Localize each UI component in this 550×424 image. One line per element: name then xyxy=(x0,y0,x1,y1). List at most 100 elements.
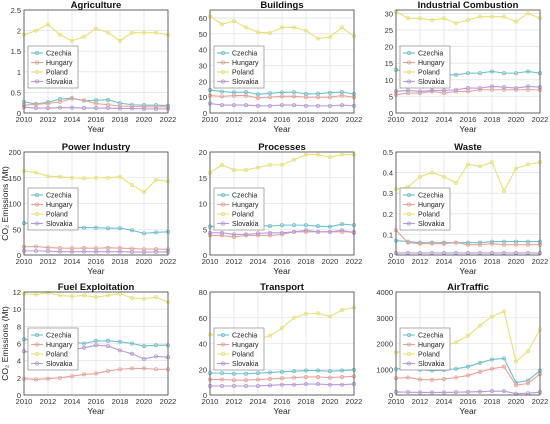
data-point-poland xyxy=(34,28,39,33)
y-tick-label: 0 xyxy=(203,109,207,118)
data-point-slovakia xyxy=(489,84,494,89)
x-tick-label: 2018 xyxy=(298,397,315,406)
subplot-title: Processes xyxy=(258,142,306,153)
data-point-hungary xyxy=(267,95,272,100)
legend: Czechia Hungary Poland Slovakia xyxy=(399,327,451,371)
legend: Czechia Hungary Poland Slovakia xyxy=(27,45,79,89)
data-point-hungary xyxy=(267,376,272,381)
data-point-poland xyxy=(58,32,63,37)
data-point-poland xyxy=(526,11,531,16)
data-point-czechia xyxy=(118,226,123,231)
x-tick-label: 2022 xyxy=(346,115,363,124)
data-point-hungary xyxy=(489,366,494,371)
y-tick-label: 50 xyxy=(13,225,21,234)
x-tick-label: 2014 xyxy=(436,397,453,406)
x-tick-label: 2014 xyxy=(250,257,267,266)
subplot-processes: 0 5 10 15 20 2010 2012 2014 2016 2018 2020 2022 Proc… xyxy=(199,142,363,276)
y-tick-label: 2000 xyxy=(376,340,393,349)
data-point-poland xyxy=(243,25,248,30)
data-point-slovakia xyxy=(501,389,506,394)
data-point-hungary xyxy=(94,101,99,106)
data-point-czechia xyxy=(327,90,332,95)
legend-label-slovakia: Slovakia xyxy=(232,361,259,368)
x-tick-label: 2022 xyxy=(532,115,549,124)
x-axis-label: Year xyxy=(459,266,476,276)
data-point-slovakia xyxy=(339,228,344,233)
data-point-poland xyxy=(255,165,260,170)
data-point-slovakia xyxy=(514,250,519,255)
data-point-poland xyxy=(489,314,494,319)
legend-label-slovakia: Slovakia xyxy=(46,221,73,228)
data-point-czechia xyxy=(255,92,260,97)
x-tick-label: 2022 xyxy=(346,257,363,266)
x-tick-label: 2016 xyxy=(88,115,105,124)
data-point-slovakia xyxy=(46,106,51,111)
series-line-slovakia xyxy=(209,102,355,107)
subplot-title: Fuel Exploitation xyxy=(58,282,135,293)
data-point-poland xyxy=(279,25,284,30)
data-point-slovakia xyxy=(153,249,158,254)
data-point-poland xyxy=(291,25,296,30)
data-point-poland xyxy=(291,315,296,320)
legend-marker-poland xyxy=(220,351,225,356)
x-tick-label: 2020 xyxy=(508,257,525,266)
series-line-hungary xyxy=(23,245,169,250)
data-point-poland xyxy=(327,34,332,39)
x-tick-label: 2014 xyxy=(250,115,267,124)
legend-label-hungary: Hungary xyxy=(418,202,445,209)
data-point-poland xyxy=(94,175,99,180)
data-point-poland xyxy=(129,296,134,301)
series-line-slovakia xyxy=(210,229,355,235)
legend-marker-poland xyxy=(35,351,40,356)
legend-label-poland: Poland xyxy=(46,212,68,219)
x-tick-label: 2016 xyxy=(274,115,291,124)
data-point-czechia xyxy=(315,224,320,229)
data-point-hungary xyxy=(141,366,146,371)
data-point-poland xyxy=(339,152,344,157)
data-point-czechia xyxy=(118,339,123,344)
y-tick-label: 0 xyxy=(389,251,393,260)
legend-label-poland: Poland xyxy=(418,212,440,219)
y-tick-label: 20 xyxy=(199,148,207,157)
data-point-poland xyxy=(339,308,344,313)
legend: Czechia Hungary Poland Slovakia xyxy=(399,187,451,231)
data-point-czechia xyxy=(327,224,332,229)
data-point-czechia xyxy=(526,69,531,74)
data-point-poland xyxy=(429,17,434,22)
data-point-poland xyxy=(315,36,320,41)
data-point-poland xyxy=(106,30,111,35)
x-tick-label: 2014 xyxy=(64,115,81,124)
data-point-hungary xyxy=(526,381,531,386)
data-point-poland xyxy=(526,162,531,167)
data-point-hungary xyxy=(453,240,458,245)
data-point-slovakia xyxy=(279,382,284,387)
subplot-buildings: 0 10 20 30 40 50 60 2010 2012 2014 2016 2018 2020 202… xyxy=(199,0,363,134)
data-point-czechia xyxy=(243,371,248,376)
subplot-power-industry: 0 50 100 150 200 2010 2012 2014 2016 2018 2020 2022… xyxy=(0,142,176,276)
data-point-poland xyxy=(514,359,519,364)
data-point-hungary xyxy=(279,94,284,99)
data-point-slovakia xyxy=(231,103,236,108)
data-point-poland xyxy=(477,323,482,328)
x-tick-label: 2020 xyxy=(508,397,525,406)
legend-label-poland: Poland xyxy=(232,352,254,359)
legend-marker-slovakia xyxy=(406,79,411,84)
data-point-czechia xyxy=(279,369,284,374)
x-axis-label: Year xyxy=(459,406,476,416)
x-axis-label: Year xyxy=(87,406,104,416)
data-point-hungary xyxy=(46,245,51,250)
data-point-czechia xyxy=(153,343,158,348)
data-point-slovakia xyxy=(441,88,446,93)
data-point-slovakia xyxy=(339,382,344,387)
legend-label-poland: Poland xyxy=(232,70,254,77)
data-point-slovakia xyxy=(106,106,111,111)
data-point-poland xyxy=(153,30,158,35)
legend-label-hungary: Hungary xyxy=(46,202,73,209)
series-line-poland xyxy=(23,23,169,42)
x-tick-label: 2010 xyxy=(388,397,405,406)
x-tick-label: 2012 xyxy=(40,115,57,124)
data-point-hungary xyxy=(339,93,344,98)
data-point-hungary xyxy=(46,376,51,381)
data-point-hungary xyxy=(219,233,224,238)
data-point-poland xyxy=(279,162,284,167)
